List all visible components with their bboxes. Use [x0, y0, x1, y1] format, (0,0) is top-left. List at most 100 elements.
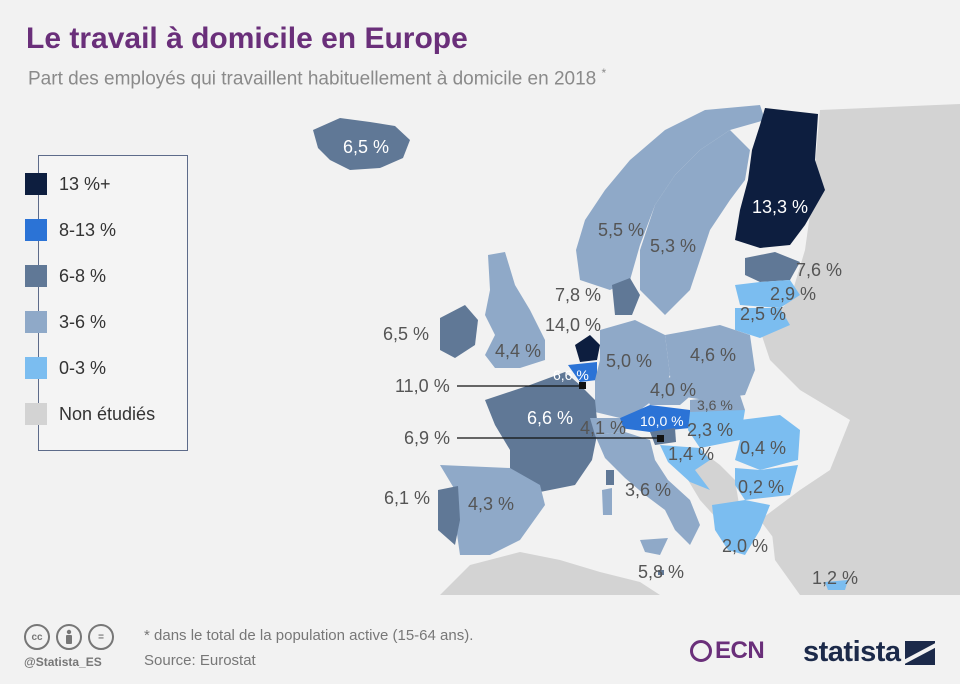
country-uk	[485, 252, 545, 368]
legend-swatch	[25, 219, 47, 241]
cc-license-icon: cc	[24, 624, 50, 650]
country-romania	[735, 415, 800, 470]
subtitle-text: Part des employés qui travaillent habitu…	[28, 68, 597, 90]
legend-label: Non étudiés	[59, 403, 156, 424]
chart-subtitle: Part des employés qui travaillent habitu…	[28, 66, 606, 90]
label-uk: 4,4 %	[495, 341, 541, 361]
label-switzerland: 4,1 %	[580, 418, 626, 438]
country-finland	[735, 108, 825, 248]
label-netherlands: 14,0 %	[545, 315, 601, 335]
leader-marker-slovenia	[657, 435, 664, 442]
label-hungary: 2,3 %	[687, 420, 733, 440]
label-bulgaria: 0,2 %	[738, 477, 784, 497]
social-handle: @Statista_ES	[24, 655, 102, 669]
country-belgium	[568, 362, 597, 382]
label-latvia: 2,9 %	[770, 284, 816, 304]
country-portugal	[438, 486, 460, 545]
no-derivatives-icon: =	[88, 624, 114, 650]
country-ireland	[440, 305, 478, 358]
subtitle-footnote-mark: *	[601, 66, 607, 80]
legend-item-not-studied: Non étudiés	[23, 400, 155, 428]
legend: 13 %+ 8-13 % 6-8 % 3-6 % 0-3 % Non étudi…	[25, 155, 188, 451]
label-france: 6,6 %	[527, 408, 573, 428]
country-poland	[665, 325, 755, 400]
label-cyprus: 1,2 %	[812, 568, 858, 588]
label-slovakia: 3,6 %	[697, 397, 733, 413]
legend-swatch	[25, 357, 47, 379]
country-malta	[658, 570, 664, 575]
attribution-person-icon	[56, 624, 82, 650]
country-norway	[576, 105, 765, 290]
label-austria: 10,0 %	[640, 413, 684, 429]
label-slovenia: 6,9 %	[404, 428, 450, 448]
label-ireland: 6,5 %	[383, 324, 429, 344]
statista-logo-text: statista	[803, 636, 901, 668]
legend-item-3-6: 3-6 %	[23, 308, 106, 336]
ecn-logo-text: ECN	[715, 637, 765, 664]
legend-swatch	[25, 173, 47, 195]
country-estonia	[745, 252, 800, 282]
country-iceland	[313, 118, 410, 170]
label-czechia: 4,0 %	[650, 380, 696, 400]
creative-commons-icons: cc =	[24, 624, 114, 650]
label-poland: 4,6 %	[690, 345, 736, 365]
country-croatia	[660, 445, 710, 490]
country-cyprus	[825, 580, 848, 590]
statista-logo: statista	[803, 636, 935, 669]
chart-title: Le travail à domicile en Europe	[26, 22, 468, 55]
label-norway: 5,5 %	[598, 220, 644, 240]
legend-item-0-3: 0-3 %	[23, 354, 106, 382]
label-croatia: 1,4 %	[668, 444, 714, 464]
label-denmark: 7,8 %	[555, 285, 601, 305]
country-greece	[712, 500, 770, 555]
country-italy	[595, 432, 700, 545]
region-not-studied-east	[760, 104, 960, 595]
label-germany: 5,0 %	[606, 351, 652, 371]
region-not-studied-africa	[440, 552, 660, 595]
island-corsica	[606, 470, 614, 485]
ecn-logo-icon	[690, 640, 712, 662]
country-bulgaria	[735, 465, 798, 500]
ecn-logo: ECN	[690, 637, 765, 665]
country-netherlands	[575, 335, 600, 362]
footnote: * dans le total de la population active …	[144, 627, 474, 644]
legend-item-8-13: 8-13 %	[23, 216, 116, 244]
country-spain	[440, 465, 545, 555]
label-lithuania: 2,5 %	[740, 304, 786, 324]
label-belgium: 6,6 %	[553, 367, 589, 383]
source-text: Source: Eurostat	[144, 652, 256, 669]
legend-label: 8-13 %	[59, 219, 117, 240]
legend-label: 3-6 %	[59, 311, 107, 332]
legend-label: 0-3 %	[59, 357, 107, 378]
label-romania: 0,4 %	[740, 438, 786, 458]
label-malta: 5,8 %	[638, 562, 684, 582]
legend-item-13-plus: 13 %+	[23, 170, 111, 198]
label-greece: 2,0 %	[722, 536, 768, 556]
label-sweden: 5,3 %	[650, 236, 696, 256]
country-lithuania	[735, 308, 790, 338]
island-sardinia	[602, 488, 612, 515]
country-sweden	[640, 130, 750, 315]
label-luxembourg: 11,0 %	[395, 376, 450, 396]
label-italy: 3,6 %	[625, 480, 671, 500]
legend-swatch	[25, 311, 47, 333]
country-denmark	[612, 278, 640, 315]
region-not-studied-turkey	[770, 500, 960, 595]
legend-swatch	[25, 265, 47, 287]
country-france	[485, 372, 598, 492]
country-austria	[620, 405, 690, 432]
country-latvia	[735, 280, 800, 308]
label-portugal: 6,1 %	[384, 488, 430, 508]
legend-label: 6-8 %	[59, 265, 107, 286]
label-spain: 4,3 %	[468, 494, 514, 514]
label-iceland: 6,5 %	[343, 137, 389, 157]
legend-item-6-8: 6-8 %	[23, 262, 106, 290]
leader-marker-luxembourg	[579, 382, 586, 389]
island-sicily	[640, 538, 668, 555]
country-hungary	[688, 410, 745, 448]
country-switzerland	[590, 418, 625, 435]
statista-logo-icon	[904, 640, 935, 665]
label-estonia: 7,6 %	[796, 260, 842, 280]
legend-label: 13 %+	[59, 173, 111, 194]
